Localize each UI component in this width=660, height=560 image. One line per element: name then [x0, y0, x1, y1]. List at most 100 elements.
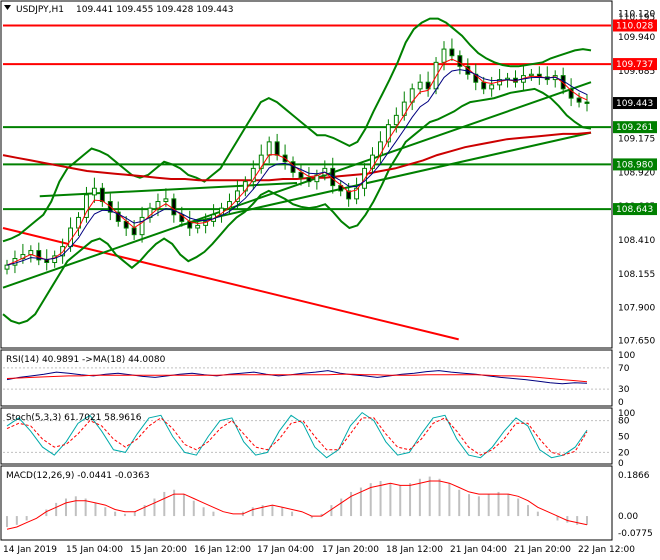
chart-title: USDJPY,H1 [16, 5, 64, 15]
rsi-plot [3, 367, 611, 390]
time-axis-tick: 16 Jan 12:00 [194, 545, 251, 555]
candle-body [234, 190, 240, 203]
candle-body [298, 171, 304, 179]
candle-body [266, 141, 272, 156]
candle-body [52, 255, 58, 263]
price-axis-tick: 107.650 [618, 337, 655, 347]
level-price-tag: 109.737 [616, 60, 653, 70]
candle-body [457, 55, 463, 67]
trendline-1 [2, 81, 592, 289]
current-price-tag: 109.443 [616, 99, 653, 109]
level-price-tag: 109.261 [616, 123, 653, 133]
candle-body [68, 227, 73, 248]
price-axis-tick: 110.195 [618, 13, 655, 23]
candle-body [377, 141, 383, 156]
trendline-0 [2, 227, 459, 341]
candle-body [163, 198, 169, 203]
price-plot [2, 17, 611, 341]
stoch-plot [3, 411, 611, 459]
rsi-axis-tick: 100 [618, 351, 635, 361]
level-price-tag-bg [613, 121, 657, 134]
stoch-axis-tick: 100 [618, 409, 635, 419]
macd-title: MACD(12,26,9) -0.0441 -0.0363 [6, 471, 150, 481]
macd-signal-line [6, 480, 588, 530]
macd-plot [6, 476, 588, 530]
stoch-axis-tick: 0 [618, 459, 624, 469]
price-panel-frame [0, 0, 613, 349]
stoch-signal-line [6, 417, 588, 456]
stoch-axis-tick: 20 [618, 448, 630, 458]
bollinger-upper [2, 17, 592, 243]
macd-panel-frame [0, 465, 613, 541]
macd-axis-tick: -0.0775 [618, 529, 653, 539]
rsi-line [6, 370, 588, 385]
level-price-tag-bg [613, 203, 657, 216]
time-axis-tick: 15 Jan 20:00 [130, 545, 187, 555]
rsi-axis-tick: 0 [618, 398, 624, 408]
time-axis-tick: 22 Jan 12:00 [578, 545, 635, 555]
candle-body [528, 73, 534, 77]
level-price-tag-bg [613, 19, 657, 32]
candle-body [346, 190, 352, 200]
current-price-tag-bg [613, 97, 657, 110]
price-axis-tick: 107.900 [618, 304, 655, 314]
ema-slow-line [6, 69, 588, 266]
time-axis-tick: 17 Jan 20:00 [322, 545, 379, 555]
level-price-tag-bg [613, 158, 657, 171]
candle-body [417, 81, 423, 90]
level-price-tag: 108.980 [616, 160, 653, 170]
chart-menu-icon[interactable] [4, 5, 11, 10]
candle-body [393, 114, 399, 126]
candle-body [36, 250, 42, 261]
time-axis-tick: 17 Jan 04:00 [257, 545, 314, 555]
candle-body [131, 227, 137, 236]
rsi-title: RSI(14) 40.9891 ->MA(18) 44.0080 [6, 355, 166, 365]
rsi-panel-frame [0, 349, 613, 407]
moving-average-long [2, 131, 592, 182]
candle-body [306, 177, 312, 183]
candle-body [250, 167, 256, 183]
candle-body [84, 194, 89, 218]
candle-body [338, 185, 344, 192]
candle-body [385, 124, 391, 143]
price-axis-tick: 109.685 [618, 67, 655, 77]
candle-body [91, 187, 97, 196]
candle-body [171, 198, 177, 216]
candle-body [4, 264, 10, 270]
rsi-axis-tick: 70 [618, 364, 630, 374]
ema-fast-line [6, 58, 588, 266]
candle-body [115, 211, 121, 222]
candle-body [274, 141, 280, 156]
price-axis-tick: 109.175 [618, 135, 655, 145]
time-axis-tick: 21 Jan 20:00 [514, 545, 571, 555]
candle-body [481, 81, 487, 90]
price-axis-tick: 109.940 [618, 33, 655, 43]
trendline-3 [39, 181, 298, 198]
time-axis-tick: 14 Jan 2019 [3, 545, 57, 555]
candle-body [99, 187, 105, 203]
candle-body [139, 216, 145, 236]
candle-body [242, 181, 248, 192]
price-axis-tick: 108.410 [618, 236, 655, 246]
level-price-tag: 108.643 [616, 205, 653, 215]
macd-axis-tick: 0.1866 [618, 471, 650, 481]
candle-body [449, 48, 455, 57]
stoch-panel-frame [0, 407, 613, 465]
stoch-main-line [6, 411, 588, 459]
macd-axis-tick: 0.00 [618, 512, 638, 522]
time-axis-tick: 21 Jan 04:00 [450, 545, 507, 555]
candle-body [568, 88, 574, 99]
candle-body [370, 154, 375, 169]
price-axis-tick: 108.155 [618, 270, 655, 280]
candle-body [195, 224, 201, 229]
candle-body [60, 246, 66, 257]
candle-body [314, 174, 320, 183]
rsi-axis-tick: 30 [618, 385, 630, 395]
candle-body [425, 81, 431, 90]
candle-body [258, 154, 264, 169]
candle-body [203, 220, 209, 226]
price-axis-tick: 108.920 [618, 168, 655, 178]
price-axis-tick: 110.120 [618, 9, 655, 19]
candle-body [441, 48, 447, 63]
